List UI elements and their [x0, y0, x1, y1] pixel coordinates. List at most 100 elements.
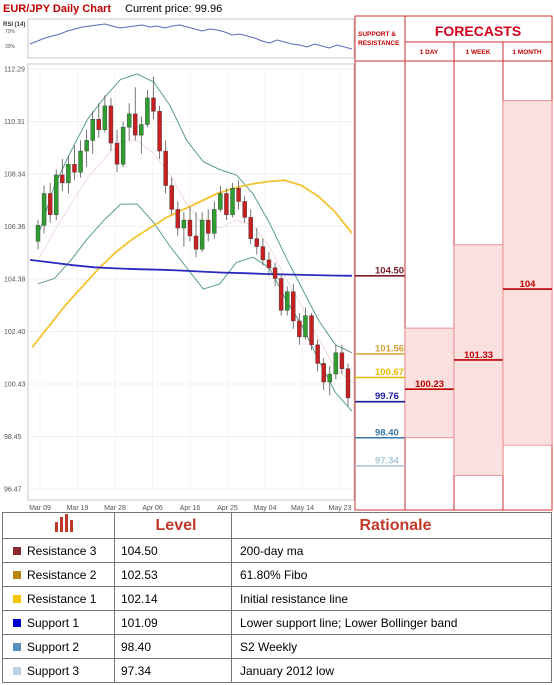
candle-body [157, 111, 162, 152]
candle-body [41, 193, 47, 226]
color-swatch [13, 595, 21, 604]
bar-chart-icon [54, 514, 73, 532]
candle-body [309, 315, 314, 346]
candle-body [205, 219, 211, 234]
row-name: Resistance 3 [2, 538, 115, 563]
table-row: Support 3 97.34 January 2012 low [2, 658, 552, 683]
rsi-label: RSI (14) [3, 22, 25, 28]
sma-200-line [29, 259, 353, 277]
y-tick-label: 98.45 [4, 434, 22, 441]
row-name: Support 3 [2, 658, 115, 683]
candle-body [303, 315, 308, 338]
sr-header-line1: SUPPORT & [358, 31, 396, 38]
forecast-band [502, 100, 553, 446]
candle-body [321, 363, 326, 383]
table-row: Resistance 2 102.53 61.80% Fibo [2, 562, 552, 587]
row-level: 102.53 [114, 562, 232, 587]
table-row: Support 1 101.09 Lower support line; Lower… [2, 610, 552, 635]
candle-body [47, 193, 53, 215]
row-name: Support 1 [2, 610, 115, 635]
row-rationale: January 2012 low [231, 658, 552, 683]
candle-body [236, 188, 241, 202]
sr-value: 98.40 [375, 427, 399, 438]
x-tick-label: Mar 09 [29, 505, 51, 512]
candle-body [254, 238, 260, 247]
candle-body [35, 225, 41, 242]
candle-body [345, 368, 351, 399]
sr-value: 97.34 [375, 455, 399, 466]
row-name-label: Support 2 [27, 639, 80, 654]
candle-body [114, 142, 120, 165]
x-tick-label: Mar 19 [67, 505, 89, 512]
sma-50-line [31, 179, 353, 349]
candle-body [272, 267, 278, 279]
candle-body [72, 164, 77, 173]
row-name-label: Support 1 [27, 615, 80, 630]
color-swatch [13, 547, 21, 556]
color-swatch [13, 667, 21, 676]
candle-body [199, 219, 205, 250]
table-icon-cell [2, 512, 115, 539]
candle-body [181, 219, 187, 229]
row-level: 98.40 [114, 634, 232, 659]
period-1week: 1 WEEK [466, 49, 491, 56]
candle-body [291, 291, 296, 322]
levels-table: Level Rationale Resistance 3 104.50 200-da… [2, 512, 552, 683]
row-name: Resistance 1 [2, 586, 115, 611]
y-tick-label: 96.47 [4, 487, 22, 494]
color-swatch [13, 619, 21, 628]
forecast-value: 100.23 [415, 379, 444, 390]
forecast-title-cell [404, 15, 553, 43]
candle-body [285, 291, 290, 311]
candle-body [151, 97, 156, 112]
row-name: Support 2 [2, 634, 115, 659]
sr-value: 100.67 [375, 367, 404, 378]
sr-value: 101.56 [375, 343, 404, 354]
x-tick-label: Apr 25 [217, 505, 238, 512]
candle-body [193, 235, 199, 250]
bollinger-upper-band [37, 73, 353, 354]
candle-body [54, 174, 59, 215]
header-rationale: Rationale [231, 512, 552, 539]
candle-body [78, 150, 83, 173]
row-level: 102.14 [114, 586, 232, 611]
x-tick-label: May 14 [291, 505, 314, 512]
candle-body [102, 105, 108, 130]
row-name-label: Resistance 1 [27, 591, 97, 606]
forecast-panel: SUPPORT & RESISTANCE FORECASTS 1 DAY 1 W… [354, 15, 553, 511]
period-1month: 1 MONTH [512, 49, 542, 56]
x-tick-label: Apr 16 [180, 505, 201, 512]
current-price: Current price: 99.96 [125, 3, 222, 15]
row-rationale: 200-day ma [231, 538, 552, 563]
candle-body [260, 246, 266, 261]
period-1day: 1 DAY [420, 49, 439, 56]
sr-value: 104.50 [375, 265, 404, 276]
y-tick-label: 106.36 [4, 224, 26, 231]
row-rationale: S2 Weekly [231, 634, 552, 659]
x-tick-label: Mar 28 [104, 505, 126, 512]
color-swatch [13, 643, 21, 652]
candle-body [108, 105, 114, 144]
rsi-tick-30: 30% [5, 44, 16, 50]
forecast-value: 104 [520, 279, 537, 290]
candle-body [278, 278, 284, 311]
candle-body [266, 259, 272, 269]
candle-body [126, 113, 132, 128]
candle-body [163, 150, 168, 186]
candle-body [96, 118, 101, 130]
sr-header-cell [354, 15, 406, 62]
chart-title: EUR/JPY Daily Chart [3, 3, 111, 15]
candle-body [139, 124, 144, 136]
candle-body [230, 188, 235, 215]
candle-body [169, 185, 174, 210]
row-name-label: Resistance 3 [27, 543, 97, 558]
row-rationale: 61.80% Fibo [231, 562, 552, 587]
x-tick-label: Apr 06 [142, 505, 163, 512]
rsi-line [29, 23, 353, 50]
price-plot [27, 63, 355, 501]
table-row: Support 2 98.40 S2 Weekly [2, 634, 552, 659]
candle-body [187, 219, 193, 237]
row-name-label: Resistance 2 [27, 567, 97, 582]
y-tick-label: 104.38 [4, 277, 26, 284]
forecast-title: FORECASTS [435, 23, 521, 39]
